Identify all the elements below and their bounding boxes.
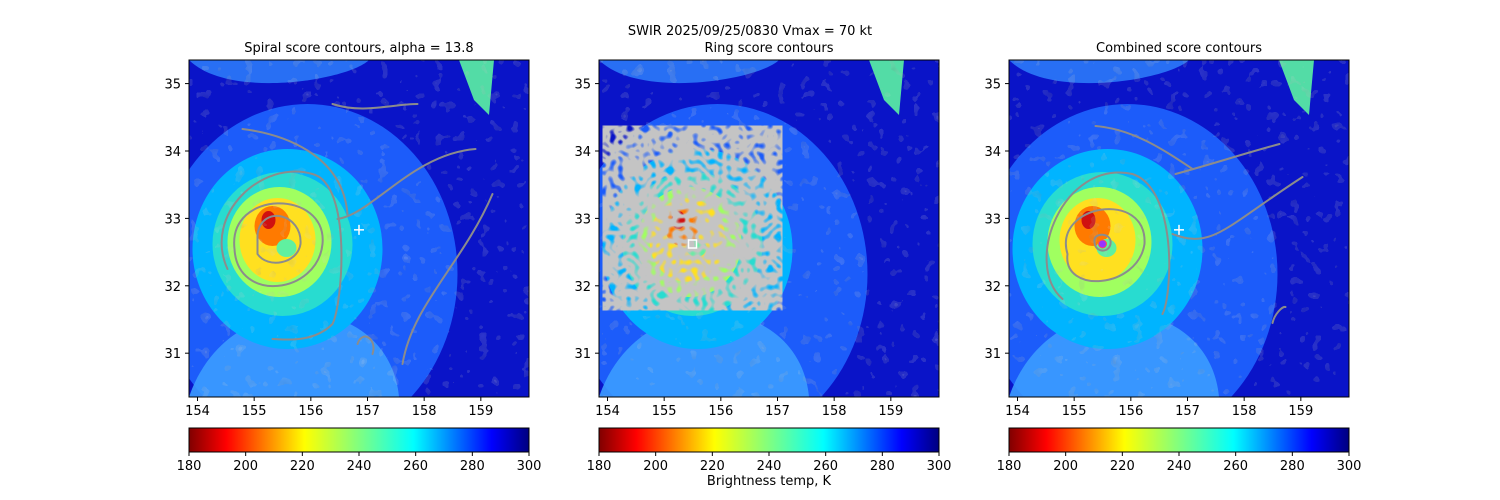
ring-contours bbox=[628, 152, 757, 285]
x-tick-label: 154 bbox=[1005, 404, 1030, 419]
y-tick-label: 35 bbox=[984, 78, 1001, 93]
colorbar: 180 200 220 240 260 280 300 bbox=[177, 427, 542, 474]
contour-middle bbox=[233, 202, 324, 287]
x-tick-label: 157 bbox=[355, 404, 380, 419]
center-square-marker bbox=[687, 239, 698, 249]
colorbar: 180 200 220 240 260 280 300 bbox=[997, 427, 1362, 474]
axes-frame bbox=[1008, 59, 1350, 398]
x-tick-label: 158 bbox=[1232, 404, 1257, 419]
colorbar-tick-label: 180 bbox=[997, 459, 1022, 474]
panel-title: Combined score contours bbox=[1096, 41, 1262, 56]
y-tick-label: 31 bbox=[164, 347, 181, 362]
panel-title: Ring score contours bbox=[704, 41, 833, 56]
axes-frame bbox=[598, 59, 940, 398]
x-tick-label: 156 bbox=[708, 404, 733, 419]
colorbar: 180 200 220 240 260 280 300 bbox=[587, 427, 952, 474]
contour-north bbox=[331, 103, 419, 110]
score-contours bbox=[1045, 125, 1304, 325]
contour-middle bbox=[1064, 208, 1146, 283]
x-tick-label: 158 bbox=[412, 404, 437, 419]
colorbar-tick-label: 260 bbox=[813, 459, 838, 474]
ir-image bbox=[1009, 60, 1349, 397]
y-tick-label: 31 bbox=[984, 347, 1001, 362]
score-contours bbox=[220, 103, 494, 366]
colorbar-tick-label: 180 bbox=[177, 459, 202, 474]
colorbar-tick-label: 280 bbox=[870, 459, 895, 474]
colorbar-tick-label: 240 bbox=[347, 459, 372, 474]
y-tick-label: 33 bbox=[984, 212, 1001, 227]
figure-suptitle: SWIR 2025/09/25/0830 Vmax = 70 kt bbox=[627, 24, 873, 39]
x-tick-label: 158 bbox=[822, 404, 847, 419]
y-tick-label: 33 bbox=[574, 212, 591, 227]
contour-north bbox=[1094, 125, 1194, 171]
colorbar-tick-label: 260 bbox=[403, 459, 428, 474]
colorbar-tick-label: 300 bbox=[1337, 459, 1362, 474]
x-tick-label: 154 bbox=[595, 404, 620, 419]
y-tick-label: 34 bbox=[164, 145, 181, 160]
ir-image bbox=[189, 60, 529, 397]
ring-contour-field bbox=[628, 152, 757, 285]
contour-inner bbox=[256, 215, 302, 264]
colorbar-gradient bbox=[188, 427, 530, 453]
y-tick-label: 32 bbox=[164, 280, 181, 295]
center-circle-marker bbox=[1098, 239, 1107, 249]
y-tick-label: 33 bbox=[164, 212, 181, 227]
colorbar-tick-label: 300 bbox=[927, 459, 952, 474]
y-tick-label: 35 bbox=[164, 78, 181, 93]
x-tick-label: 155 bbox=[242, 404, 267, 419]
center-plus-marker bbox=[354, 224, 364, 235]
colorbar-gradient bbox=[1008, 427, 1350, 453]
y-tick-label: 35 bbox=[574, 78, 591, 93]
contour-blob bbox=[356, 335, 375, 356]
x-tick-label: 159 bbox=[878, 404, 903, 419]
x-tick-label: 156 bbox=[1118, 404, 1143, 419]
colorbar-gradient bbox=[598, 427, 940, 453]
center-plus-marker bbox=[1174, 224, 1184, 235]
colorbar-tick-label: 200 bbox=[1053, 459, 1078, 474]
contour-inner bbox=[1093, 233, 1112, 252]
x-tick-label: 156 bbox=[298, 404, 323, 419]
colorbar-tick-label: 280 bbox=[460, 459, 485, 474]
contour-east bbox=[401, 193, 494, 366]
colorbar-tick-label: 180 bbox=[587, 459, 612, 474]
x-tick-label: 157 bbox=[765, 404, 790, 419]
colorbar-tick-label: 280 bbox=[1280, 459, 1305, 474]
x-tick-label: 159 bbox=[468, 404, 493, 419]
contour-ne bbox=[1174, 143, 1281, 176]
colorbar-tick-label: 240 bbox=[1167, 459, 1192, 474]
contour-outer bbox=[220, 170, 343, 341]
x-tick-label: 157 bbox=[1175, 404, 1200, 419]
panel-2: Ring score contours 154 155 156 157 158 159 31 3… bbox=[574, 41, 952, 474]
panel-3: Combined score contours 154 155 156 157 158 15… bbox=[984, 41, 1362, 474]
panel-title: Spiral score contours, alpha = 13.8 bbox=[244, 41, 473, 56]
ir-image bbox=[599, 60, 939, 397]
contour-east bbox=[1171, 176, 1304, 240]
colorbar-tick-label: 220 bbox=[290, 459, 315, 474]
axes-frame bbox=[188, 59, 530, 398]
x-tick-label: 159 bbox=[1288, 404, 1313, 419]
x-tick-label: 155 bbox=[1062, 404, 1087, 419]
contour-se bbox=[1271, 305, 1287, 325]
y-tick-label: 34 bbox=[574, 145, 591, 160]
x-tick-label: 154 bbox=[185, 404, 210, 419]
panel-1: Spiral score contours, alpha = 13.8 154 15… bbox=[164, 41, 542, 474]
colorbar-tick-label: 220 bbox=[700, 459, 725, 474]
y-tick-label: 32 bbox=[574, 280, 591, 295]
colorbar-tick-label: 200 bbox=[233, 459, 258, 474]
colorbar-tick-label: 200 bbox=[643, 459, 668, 474]
colorbar-tick-label: 240 bbox=[757, 459, 782, 474]
x-tick-label: 155 bbox=[652, 404, 677, 419]
y-tick-label: 34 bbox=[984, 145, 1001, 160]
colorbar-tick-label: 260 bbox=[1223, 459, 1248, 474]
colorbar-label: Brightness temp, K bbox=[707, 474, 832, 489]
contour-arc bbox=[241, 128, 349, 216]
y-tick-label: 32 bbox=[984, 280, 1001, 295]
colorbar-tick-label: 220 bbox=[1110, 459, 1135, 474]
contour-ne bbox=[336, 148, 477, 221]
y-tick-label: 31 bbox=[574, 347, 591, 362]
colorbar-tick-label: 300 bbox=[517, 459, 542, 474]
contour-outer bbox=[1045, 171, 1171, 316]
